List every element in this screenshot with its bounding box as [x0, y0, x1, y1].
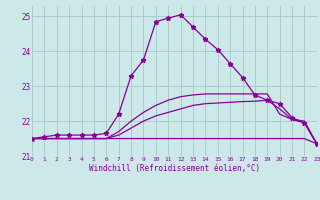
X-axis label: Windchill (Refroidissement éolien,°C): Windchill (Refroidissement éolien,°C)	[89, 164, 260, 173]
